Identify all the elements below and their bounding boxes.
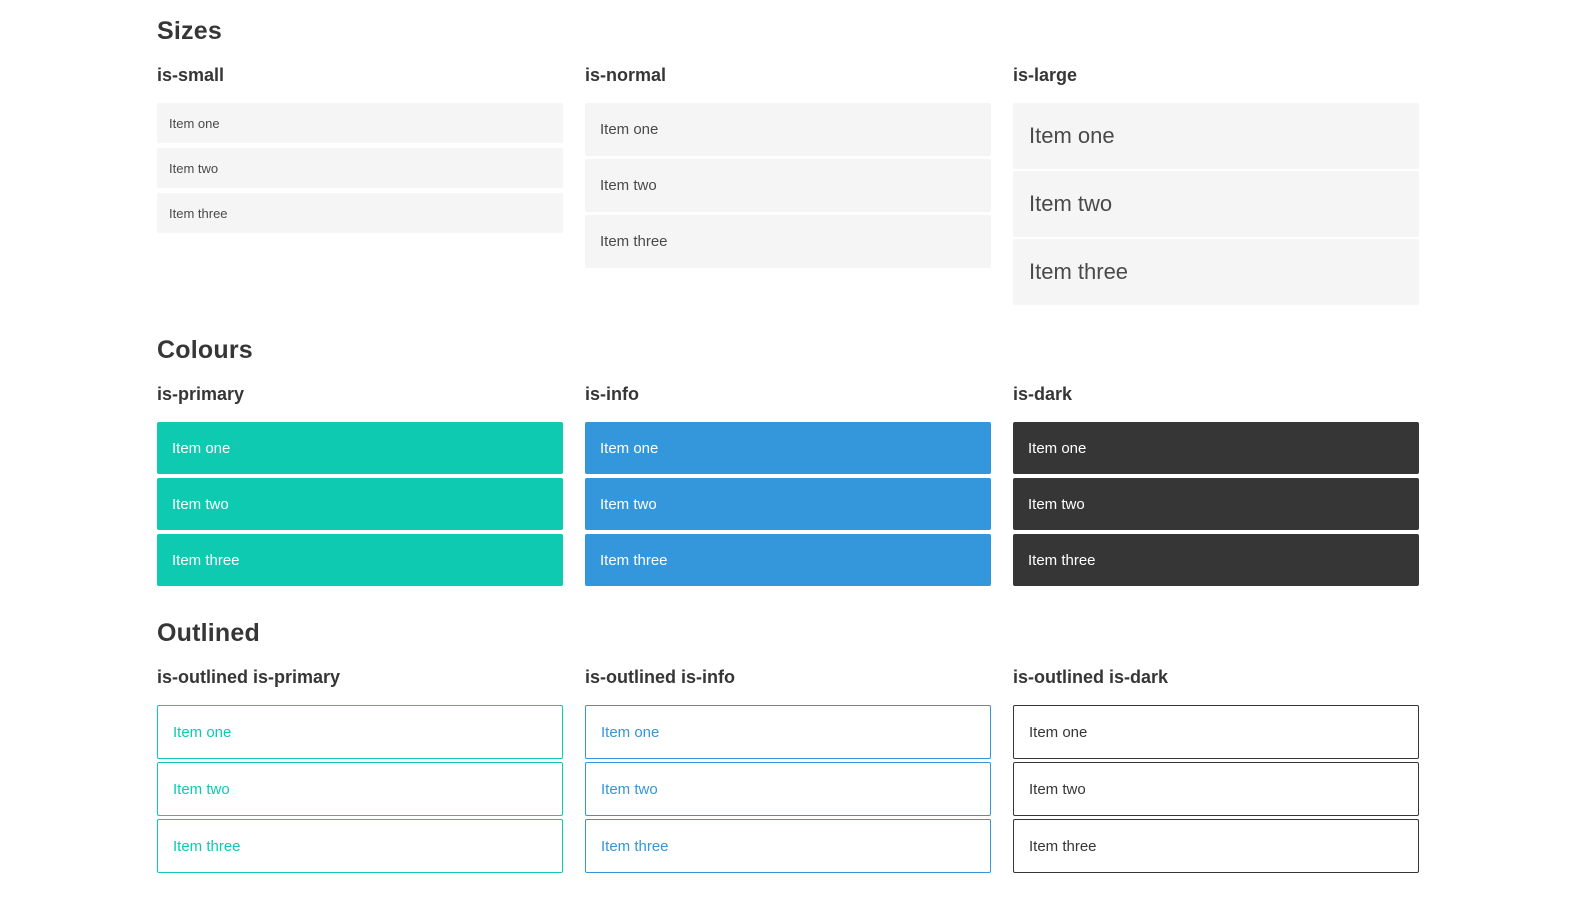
menu-list-large: Item one Item two Item three (1013, 103, 1419, 305)
menu-list-outlined-dark: Item one Item two Item three (1013, 705, 1419, 873)
menu-item-outlined-dark-three[interactable]: Item three (1013, 819, 1419, 873)
menu-item-small-three[interactable]: Item three (157, 193, 563, 233)
section-title-sizes: Sizes (157, 17, 222, 45)
menu-item-large-three[interactable]: Item three (1013, 239, 1419, 305)
menu-item-outlined-dark-one[interactable]: Item one (1013, 705, 1419, 759)
menu-item-primary-three[interactable]: Item three (157, 534, 563, 586)
section-sizes: Sizes is-small Item one Item two Item th… (157, 16, 1419, 307)
column-label-is-info: is-info (585, 384, 639, 404)
menu-list-outlined-info: Item one Item two Item three (585, 705, 991, 873)
menu-item-primary-one[interactable]: Item one (157, 422, 563, 474)
menu-item-large-two[interactable]: Item two (1013, 171, 1419, 237)
column-is-outlined-is-info: is-outlined is-info Item one Item two It… (585, 648, 991, 876)
column-label-is-small: is-small (157, 65, 225, 85)
sizes-grid: is-small Item one Item two Item three is… (157, 46, 1419, 307)
menu-item-info-one[interactable]: Item one (585, 422, 991, 474)
column-is-primary: is-primary Item one Item two Item three (157, 365, 563, 590)
column-is-small: is-small Item one Item two Item three (157, 46, 563, 307)
menu-item-info-three[interactable]: Item three (585, 534, 991, 586)
menu-item-outlined-primary-two[interactable]: Item two (157, 762, 563, 816)
menu-list-normal: Item one Item two Item three (585, 103, 991, 268)
menu-item-outlined-primary-one[interactable]: Item one (157, 705, 563, 759)
column-is-normal: is-normal Item one Item two Item three (585, 46, 991, 307)
menu-list-small: Item one Item two Item three (157, 103, 563, 233)
menu-list-info: Item one Item two Item three (585, 422, 991, 586)
menu-item-outlined-dark-two[interactable]: Item two (1013, 762, 1419, 816)
section-outlined: Outlined is-outlined is-primary Item one… (157, 618, 1419, 876)
menu-item-small-two[interactable]: Item two (157, 148, 563, 188)
column-label-is-dark: is-dark (1013, 384, 1073, 404)
menu-list-primary: Item one Item two Item three (157, 422, 563, 586)
menu-list-dark: Item one Item two Item three (1013, 422, 1419, 586)
menu-item-normal-one[interactable]: Item one (585, 103, 991, 156)
column-label-is-outlined-is-dark: is-outlined is-dark (1013, 667, 1169, 687)
menu-item-small-one[interactable]: Item one (157, 103, 563, 143)
column-is-outlined-is-dark: is-outlined is-dark Item one Item two It… (1013, 648, 1419, 876)
column-is-info: is-info Item one Item two Item three (585, 365, 991, 590)
column-is-large: is-large Item one Item two Item three (1013, 46, 1419, 307)
menu-item-dark-two[interactable]: Item two (1013, 478, 1419, 530)
column-label-is-outlined-is-primary: is-outlined is-primary (157, 667, 341, 687)
menu-item-info-two[interactable]: Item two (585, 478, 991, 530)
column-is-dark: is-dark Item one Item two Item three (1013, 365, 1419, 590)
column-label-is-outlined-is-info: is-outlined is-info (585, 667, 735, 687)
section-title-colours: Colours (157, 336, 253, 364)
menu-item-normal-three[interactable]: Item three (585, 215, 991, 268)
menu-item-outlined-primary-three[interactable]: Item three (157, 819, 563, 873)
menu-list-outlined-primary: Item one Item two Item three (157, 705, 563, 873)
menu-item-outlined-info-two[interactable]: Item two (585, 762, 991, 816)
menu-item-outlined-info-one[interactable]: Item one (585, 705, 991, 759)
menu-item-outlined-info-three[interactable]: Item three (585, 819, 991, 873)
menu-item-primary-two[interactable]: Item two (157, 478, 563, 530)
menu-item-normal-two[interactable]: Item two (585, 159, 991, 212)
colours-grid: is-primary Item one Item two Item three … (157, 365, 1419, 590)
column-label-is-large: is-large (1013, 65, 1078, 85)
column-label-is-normal: is-normal (585, 65, 667, 85)
section-colours: Colours is-primary Item one Item two Ite… (157, 335, 1419, 590)
menu-item-dark-one[interactable]: Item one (1013, 422, 1419, 474)
menu-item-dark-three[interactable]: Item three (1013, 534, 1419, 586)
menu-item-large-one[interactable]: Item one (1013, 103, 1419, 169)
column-label-is-primary: is-primary (157, 384, 245, 404)
outlined-grid: is-outlined is-primary Item one Item two… (157, 648, 1419, 876)
column-is-outlined-is-primary: is-outlined is-primary Item one Item two… (157, 648, 563, 876)
section-title-outlined: Outlined (157, 619, 260, 647)
